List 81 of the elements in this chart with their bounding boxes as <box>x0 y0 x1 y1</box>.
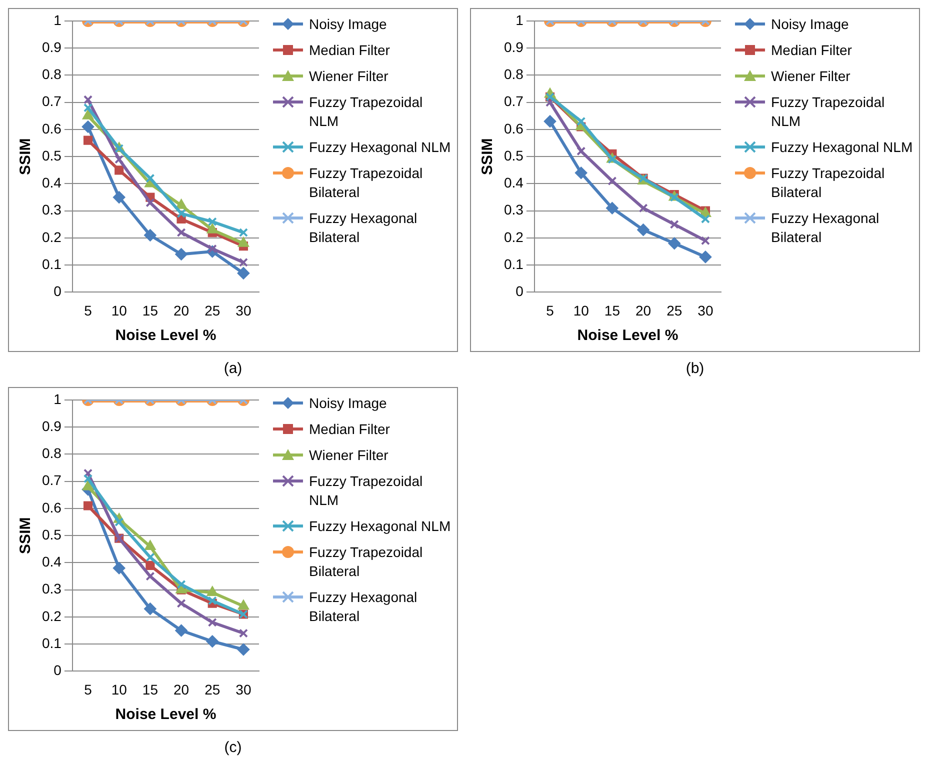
x-axis-title: Noise Level % <box>115 327 216 344</box>
y-tick-label: 0.4 <box>42 174 62 191</box>
text: (b) <box>684 360 706 377</box>
y-axis-title: SSIM <box>479 138 496 175</box>
legend-label: Fuzzy Trapezoidal Bilateral <box>309 164 424 202</box>
legend-label: Fuzzy Hexagonal Bilateral <box>309 588 418 626</box>
y-tick-label: 1 <box>54 390 62 407</box>
y-tick-label: 0.8 <box>42 445 62 462</box>
y-tick-label: 0.4 <box>504 174 524 191</box>
x-tick-label: 30 <box>236 302 252 318</box>
x-tick-label: 20 <box>173 681 190 698</box>
x-tick-label: 5 <box>84 681 92 698</box>
x-tick-label: 25 <box>204 681 220 698</box>
x-tick-label: 30 <box>236 681 252 698</box>
y-tick-label: 0.7 <box>42 93 62 110</box>
legend-label: Median Filter <box>309 41 390 60</box>
x-tick-label: 5 <box>84 302 92 318</box>
legend-label: Wiener Filter <box>771 67 850 86</box>
legend-label: Wiener Filter <box>309 67 388 86</box>
y-tick-label: 0.8 <box>504 66 524 82</box>
y-tick-label: 0.5 <box>42 526 62 542</box>
y-tick-label: 0.9 <box>504 38 524 55</box>
y-tick-label: 0.3 <box>42 202 62 218</box>
text: (a) <box>222 360 244 377</box>
legend-label: Noisy Image <box>771 15 849 34</box>
y-tick-label: 0.7 <box>42 472 62 488</box>
y-tick-label: 0.5 <box>42 147 62 164</box>
y-tick-label: 0.6 <box>504 120 524 136</box>
y-tick-label: 0.1 <box>504 256 524 272</box>
legend-label: Fuzzy Trapezoidal NLM <box>309 93 424 131</box>
y-tick-label: 0.1 <box>42 256 62 272</box>
legend-label: Fuzzy Trapezoidal Bilateral <box>771 164 886 202</box>
legend-label: Fuzzy Hexagonal NLM <box>309 517 451 536</box>
y-tick-label: 0.2 <box>504 228 524 245</box>
y-tick-label: 0.9 <box>42 38 62 55</box>
legend-label: Fuzzy Trapezoidal NLM <box>771 93 886 131</box>
y-tick-label: 0.9 <box>42 418 62 434</box>
legend-label: Median Filter <box>309 420 390 439</box>
y-tick-label: 0.3 <box>42 580 62 597</box>
x-tick-label: 20 <box>635 302 652 318</box>
text: (c) <box>223 739 243 756</box>
y-axis-title: SSIM <box>17 517 34 554</box>
y-tick-label: 0.7 <box>504 93 524 110</box>
x-tick-label: 30 <box>698 302 714 318</box>
y-tick-label: 0 <box>516 283 524 300</box>
x-axis-title: Noise Level % <box>577 327 678 344</box>
y-tick-label: 0.1 <box>42 634 62 651</box>
x-tick-label: 15 <box>142 302 158 318</box>
legend-label: Noisy Image <box>309 394 387 413</box>
y-axis-title: SSIM <box>17 138 34 175</box>
y-tick-label: 0.8 <box>42 66 62 82</box>
x-axis-title: Noise Level % <box>115 706 216 724</box>
legend-label: Fuzzy Hexagonal NLM <box>771 138 913 157</box>
x-tick-label: 10 <box>111 302 128 318</box>
y-tick-label: 1 <box>516 12 524 28</box>
y-tick-label: 0.6 <box>42 499 62 516</box>
legend-label: Wiener Filter <box>309 446 388 465</box>
x-tick-label: 25 <box>204 302 220 318</box>
legend-label: Fuzzy Hexagonal Bilateral <box>771 209 880 247</box>
y-tick-label: 0 <box>54 283 62 300</box>
x-tick-label: 10 <box>573 302 590 318</box>
y-tick-label: 0.3 <box>504 202 524 218</box>
x-tick-label: 15 <box>604 302 620 318</box>
x-tick-label: 10 <box>111 681 128 698</box>
legend-label: Fuzzy Hexagonal Bilateral <box>309 209 418 247</box>
x-tick-label: 15 <box>142 681 158 698</box>
legend-label: Noisy Image <box>309 15 387 34</box>
legend-label: Fuzzy Hexagonal NLM <box>309 138 451 157</box>
y-tick-label: 0.6 <box>42 120 62 136</box>
x-tick-label: 25 <box>666 302 682 318</box>
legend-label: Median Filter <box>771 41 852 60</box>
y-tick-label: 1 <box>54 12 62 28</box>
y-tick-label: 0 <box>54 662 62 678</box>
legend-label: Fuzzy Trapezoidal Bilateral <box>309 543 424 581</box>
y-tick-label: 0.4 <box>42 554 62 570</box>
y-tick-label: 0.5 <box>504 147 524 164</box>
x-tick-label: 5 <box>546 302 554 318</box>
y-tick-label: 0.2 <box>42 228 62 245</box>
y-tick-label: 0.2 <box>42 608 62 624</box>
legend-label: Fuzzy Trapezoidal NLM <box>309 472 424 510</box>
x-tick-label: 20 <box>173 302 190 318</box>
